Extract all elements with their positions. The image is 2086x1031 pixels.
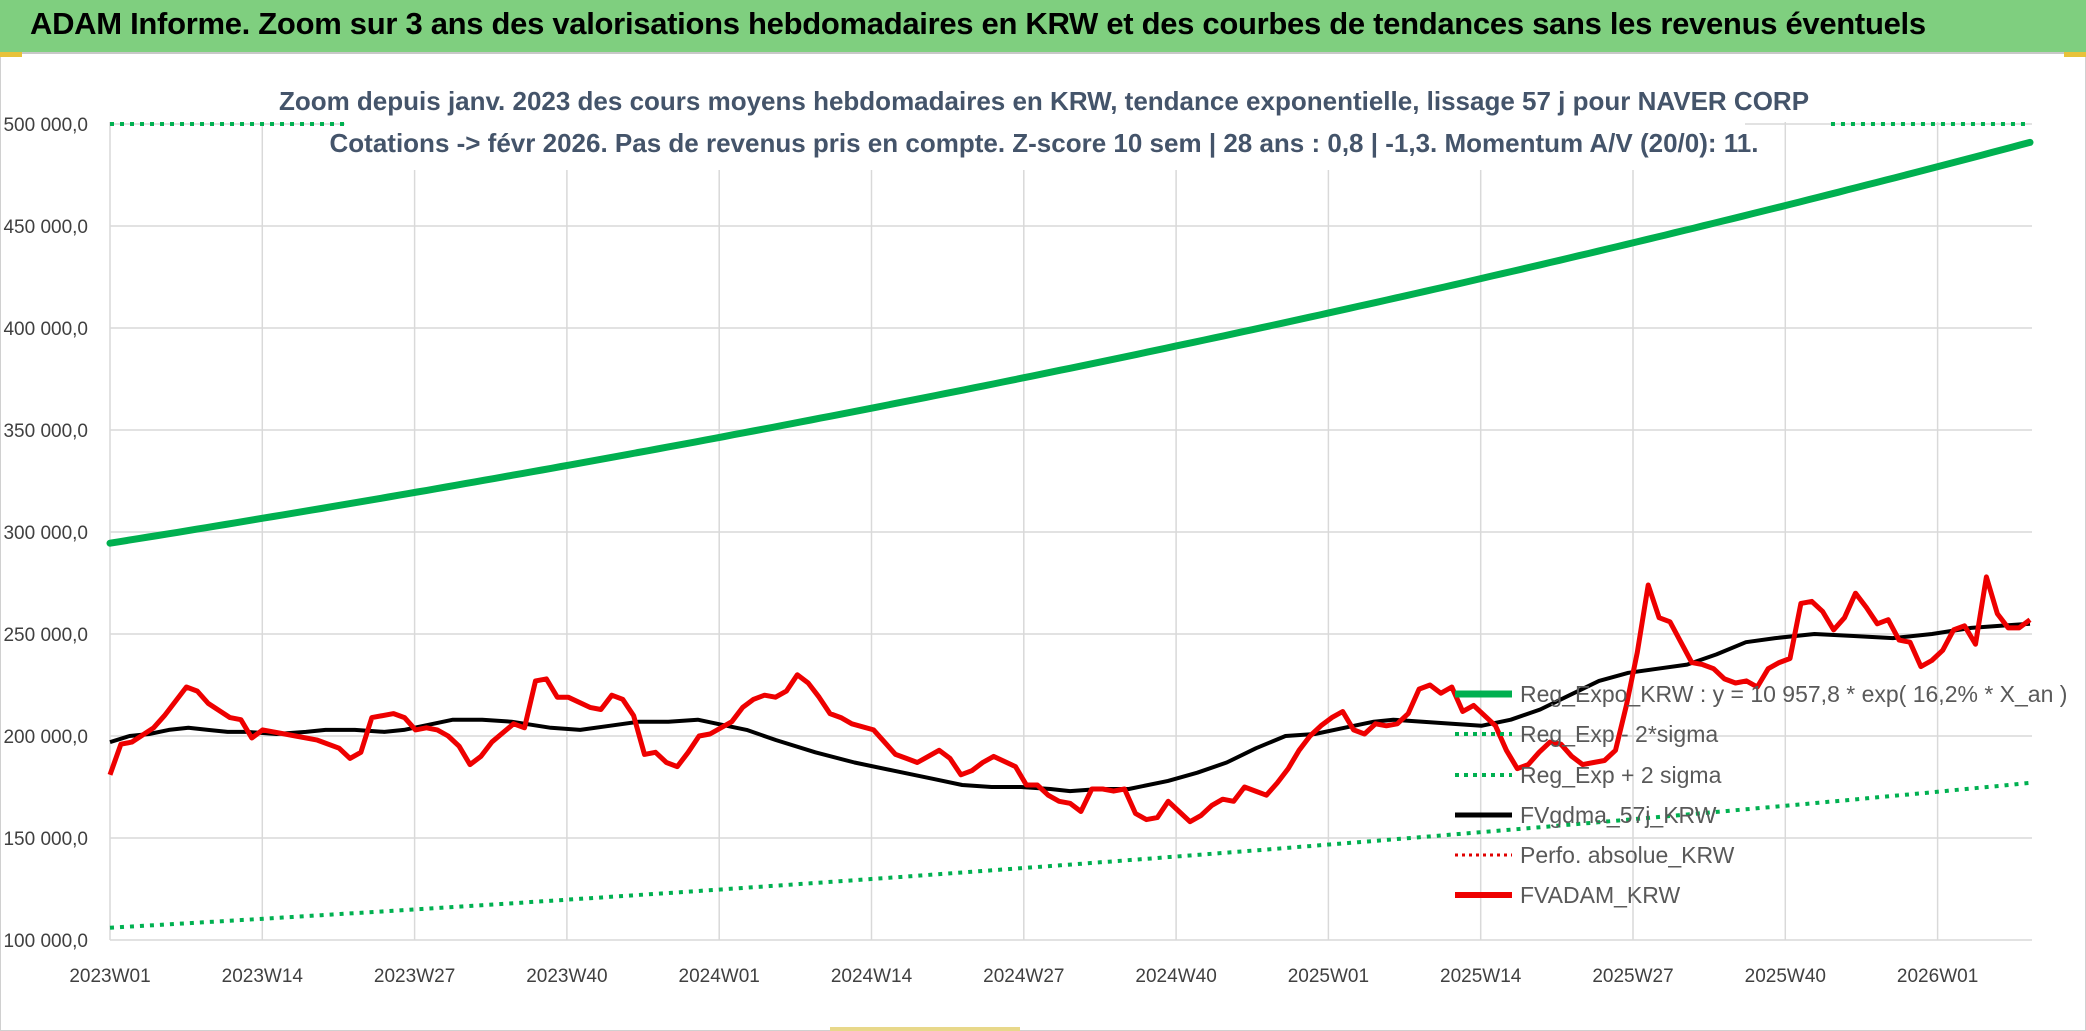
- legend-label-fvadam: FVADAM_KRW: [1520, 882, 1680, 908]
- x-tick-label: 2026W01: [1897, 966, 1978, 987]
- series-line-reg-minus: [109, 780, 2031, 930]
- y-tick-label: 500 000,0: [3, 115, 88, 136]
- x-axis-tick-labels: 2023W01 2023W14 2023W27 2023W40 2024W01 2024W…: [69, 966, 1978, 987]
- y-tick-label: 150 000,0: [3, 829, 88, 850]
- legend-label-perfo: Perfo. absolue_KRW: [1520, 842, 1735, 868]
- x-tick-label: 2023W40: [526, 966, 607, 987]
- page-title: ADAM Informe. Zoom sur 3 ans des valoris…: [30, 6, 1926, 41]
- series-line-fvgdma: [109, 621, 2031, 794]
- title-bar: ADAM Informe. Zoom sur 3 ans des valoris…: [0, 0, 2086, 54]
- series-layer: [106, 122, 2034, 930]
- x-tick-label: 2025W01: [1288, 966, 1369, 987]
- x-tick-label: 2023W14: [222, 966, 304, 987]
- y-tick-label: 350 000,0: [3, 421, 88, 442]
- series-line-fvadam: [107, 574, 2032, 825]
- y-tick-label: 300 000,0: [3, 523, 88, 544]
- horizontal-gridlines: [110, 123, 2032, 941]
- x-tick-label: 2025W27: [1592, 966, 1673, 987]
- chart-subtitle-line1: Zoom depuis janv. 2023 des cours moyens …: [279, 86, 1809, 116]
- y-tick-label: 450 000,0: [3, 217, 88, 238]
- legend-label-reg-exp: Reg_Expo_KRW : y = 10 957,8 * exp( 16,2%…: [1520, 681, 2067, 707]
- series-line-reg-exp: [106, 138, 2034, 547]
- x-tick-label: 2025W40: [1745, 966, 1826, 987]
- subtitle-background: [345, 80, 1745, 170]
- chart-subtitle-line2: Cotations -> févr 2026. Pas de revenus p…: [330, 128, 1759, 158]
- legend: Reg_Expo_KRW : y = 10 957,8 * exp( 16,2%…: [1455, 681, 2067, 908]
- x-tick-label: 2025W14: [1440, 966, 1522, 987]
- y-axis-tick-labels: 100 000,0 150 000,0 200 000,0 250 000,0 300 …: [3, 115, 88, 952]
- x-tick-label: 2024W14: [831, 966, 913, 987]
- x-tick-label: 2024W27: [983, 966, 1064, 987]
- x-tick-label: 2024W40: [1135, 966, 1216, 987]
- corner-accent-right: [2064, 52, 2086, 57]
- y-tick-label: 400 000,0: [3, 319, 88, 340]
- legend-label-reg-minus: Reg_Exp - 2*sigma: [1520, 721, 1718, 747]
- bottom-accent: [830, 1027, 1020, 1031]
- legend-label-reg-plus: Reg_Exp + 2 sigma: [1520, 762, 1722, 788]
- x-tick-label: 2024W01: [679, 966, 760, 987]
- vertical-gridlines: [109, 122, 1939, 940]
- x-tick-label: 2023W01: [69, 966, 150, 987]
- y-tick-label: 100 000,0: [3, 931, 88, 952]
- corner-accent-left: [0, 52, 22, 57]
- y-tick-label: 250 000,0: [3, 625, 88, 646]
- x-tick-label: 2023W27: [374, 966, 455, 987]
- y-tick-label: 200 000,0: [3, 727, 88, 748]
- legend-label-fvgdma: FVgdma_57j_KRW: [1520, 802, 1717, 828]
